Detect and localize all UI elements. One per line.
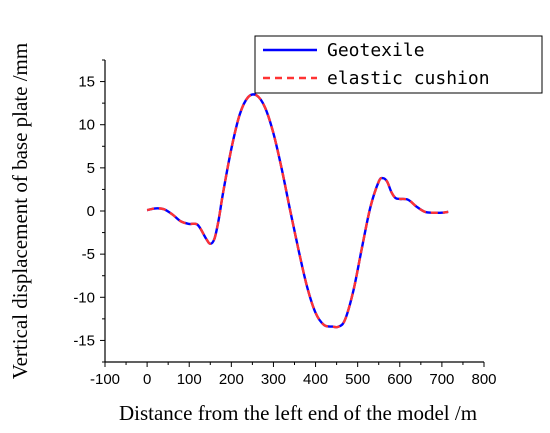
y-tick-label: 15 — [78, 74, 95, 91]
x-tick-label: 100 — [177, 371, 202, 388]
legend: Geotexile elastic cushion — [254, 35, 543, 94]
y-tick-label: 10 — [78, 117, 95, 134]
y-tick-label: -10 — [73, 289, 95, 306]
y-tick-label: 5 — [87, 160, 95, 177]
x-tick-label: 500 — [345, 371, 370, 388]
ticks-layer: -100 0 100 200 300 400 500 600 700 800 -15 -10 -5 0 5 1… — [73, 59, 497, 388]
y-tick-label: -5 — [82, 246, 95, 263]
legend-label: elastic cushion — [327, 68, 490, 89]
x-tick-label: 200 — [219, 371, 244, 388]
legend-box — [254, 35, 543, 94]
y-tick-label: 0 — [87, 203, 95, 220]
legend-label: Geotexile — [327, 40, 425, 61]
series-line-geotexile — [146, 93, 449, 329]
x-tick-label: 800 — [471, 371, 496, 388]
axes-layer — [104, 60, 484, 363]
series-line-elastic-cushion — [146, 93, 449, 329]
x-axis-title: Distance from the left end of the model … — [119, 401, 477, 425]
x-tick-label: 300 — [261, 371, 286, 388]
x-tick-label: 400 — [303, 371, 328, 388]
series-layer — [146, 93, 449, 329]
x-tick-label: -100 — [90, 371, 120, 388]
y-axis-title: Vertical displacement of base plate /mm — [8, 43, 32, 379]
x-tick-label: 600 — [387, 371, 412, 388]
y-tick-label: -15 — [73, 332, 95, 349]
x-tick-label: 0 — [143, 371, 151, 388]
x-tick-label: 700 — [429, 371, 454, 388]
